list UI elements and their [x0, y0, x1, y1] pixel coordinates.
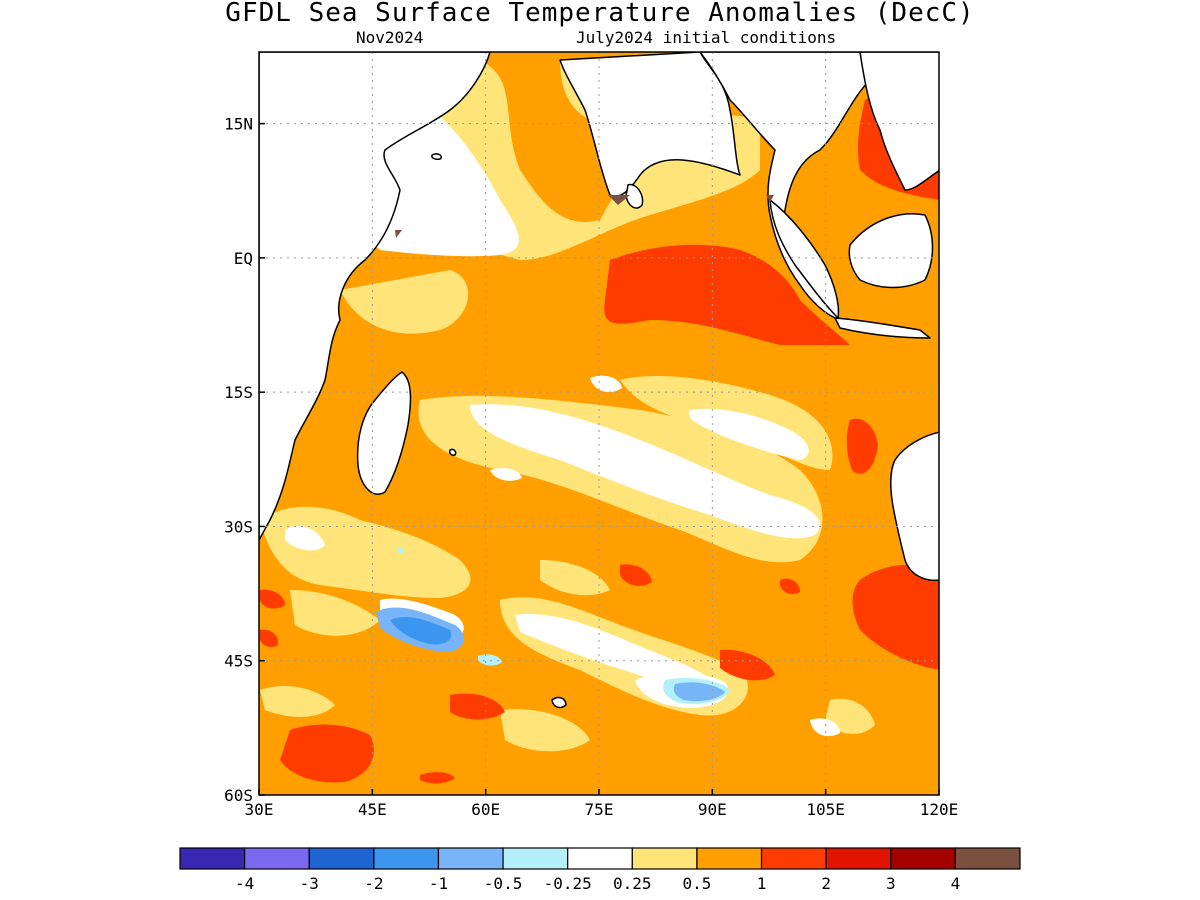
lat-tick-label: 60S — [224, 786, 253, 805]
colorbar-label: 0.5 — [682, 874, 711, 893]
colorbar-swatch — [567, 847, 633, 870]
land-southeast-asia — [699, 52, 871, 321]
colorbar-label: -3 — [300, 874, 319, 893]
colorbar-label: 4 — [951, 874, 961, 893]
colorbar-swatch — [373, 847, 440, 870]
colorbar-swatch — [308, 847, 375, 870]
land-kerguelen — [551, 696, 567, 709]
colorbar-label: 1 — [757, 874, 767, 893]
lon-tick-label: 60E — [471, 800, 500, 819]
colorbar-label: -2 — [364, 874, 383, 893]
colorbar-label: -1 — [429, 874, 448, 893]
lon-tick-label: 75E — [585, 800, 614, 819]
land-mascarene — [449, 448, 457, 456]
coastlines — [259, 52, 939, 709]
colorbar-label: -0.25 — [544, 874, 592, 893]
colorbar-swatch — [179, 847, 246, 870]
lat-tick-label: 45S — [224, 652, 253, 671]
colorbar-labels: -4 -3 -2 -1 -0.5 -0.25 0.25 0.5 1 2 3 4 — [235, 874, 960, 893]
anomaly-contour-over-4 — [395, 195, 774, 238]
land-australia — [890, 431, 939, 582]
colorbar — [179, 847, 1021, 870]
colorbar-swatch — [890, 847, 956, 870]
land-socotra — [431, 153, 443, 160]
colorbar-swatch — [631, 847, 698, 870]
lon-tick-label: 30E — [245, 800, 274, 819]
lon-tick-label: 120E — [920, 800, 959, 819]
lon-tick-label: 90E — [698, 800, 727, 819]
colorbar-swatch — [954, 847, 1021, 870]
colorbar-swatch — [437, 847, 504, 870]
land-india — [559, 52, 741, 197]
colorbar-label: 3 — [886, 874, 896, 893]
land-indochina-china — [859, 52, 939, 191]
lat-tick-label: 15S — [224, 383, 253, 402]
land-madagascar — [356, 371, 412, 495]
lat-tick-label: 15N — [224, 115, 253, 134]
land-sri-lanka — [625, 183, 644, 209]
colorbar-label: 0.25 — [613, 874, 652, 893]
lon-tick-label: 105E — [806, 800, 845, 819]
colorbar-swatch — [696, 847, 763, 870]
land-africa-arabia — [259, 52, 491, 541]
latitude-axis: 15N EQ 15S 30S 45S 60S — [224, 115, 265, 805]
lat-tick-label: 30S — [224, 517, 253, 536]
longitude-axis: 30E 45E 60E 75E 90E 105E 120E — [245, 789, 959, 819]
initial-conditions-label: July2024 initial conditions — [576, 28, 837, 47]
colorbar-label: 2 — [821, 874, 831, 893]
land-java — [834, 317, 931, 339]
forecast-month: Nov2024 — [356, 28, 424, 47]
colorbar-swatch — [760, 847, 827, 870]
lat-tick-label: EQ — [234, 249, 253, 268]
map-title: GFDL Sea Surface Temperature Anomalies (… — [225, 0, 975, 28]
colorbar-label: -0.5 — [484, 874, 523, 893]
colorbar-label: -4 — [235, 874, 254, 893]
colorbar-swatch — [502, 847, 569, 870]
land-borneo — [848, 213, 934, 289]
graticule — [259, 52, 939, 795]
colorbar-swatch — [825, 847, 892, 870]
colorbar-swatch — [244, 847, 310, 870]
lon-tick-label: 45E — [358, 800, 387, 819]
